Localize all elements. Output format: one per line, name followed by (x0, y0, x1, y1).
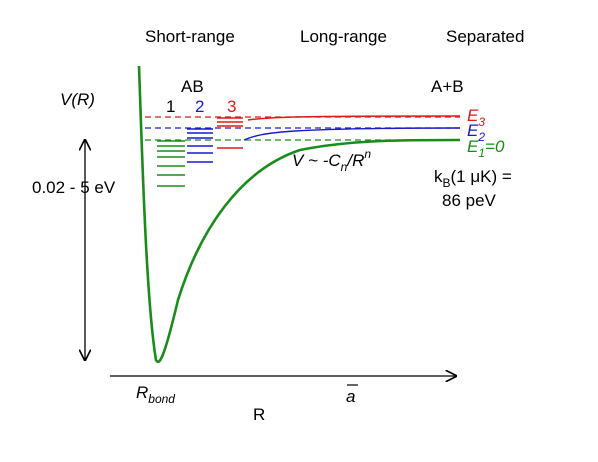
potential-label: V(R) (60, 90, 95, 109)
atoms-a-plus-b-label: A+B (431, 77, 464, 96)
region-short-range-label: Short-range (145, 27, 235, 46)
boltzmann-energy-label-line2: 86 peV (442, 191, 497, 210)
ground-state-potential-curve (137, 65, 461, 363)
channel-3-bound-levels (217, 117, 243, 149)
region-separated-label: Separated (446, 27, 524, 46)
boltzmann-energy-label-line1: kB(1 μK) = (434, 167, 512, 190)
channel-1-bound-levels (157, 140, 185, 187)
r-bond-label: Rbond (136, 383, 175, 406)
region-long-range-label: Long-range (300, 27, 387, 46)
energy-e2-label: E2 (467, 121, 485, 144)
a-bar-label: a (346, 387, 355, 406)
well-depth-label: 0.02 - 5 eV (32, 178, 116, 197)
channel-2-bound-levels (187, 128, 213, 163)
channel-2-index: 2 (195, 97, 204, 116)
channel-3-index: 3 (227, 97, 236, 116)
channel-1-index: 1 (166, 97, 175, 116)
energy-e1-label: E1=0 (467, 137, 505, 160)
molecule-ab-label: AB (181, 77, 204, 96)
energy-e3-label: E3 (467, 106, 485, 129)
r-axis-title: R (253, 405, 265, 424)
channel-2-potential-curve (243, 127, 461, 141)
channel-3-potential-curve (247, 115, 461, 121)
asymptotic-form-label: V ~ -Cn/Rn (292, 147, 371, 174)
